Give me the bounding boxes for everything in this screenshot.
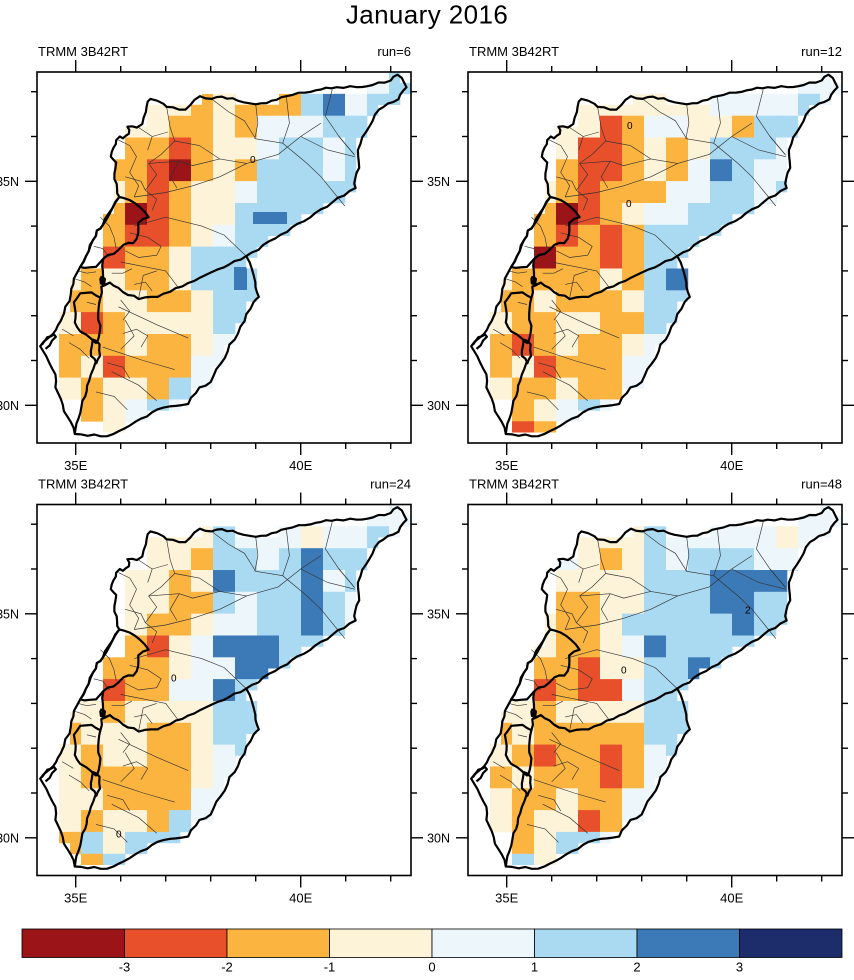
svg-text:40E: 40E (720, 458, 743, 473)
svg-text:30N: 30N (0, 831, 19, 845)
svg-text:0: 0 (116, 830, 122, 841)
svg-text:TRMM 3B42RT: TRMM 3B42RT (38, 477, 128, 492)
svg-text:run=24: run=24 (370, 477, 411, 492)
svg-text:0: 0 (621, 666, 627, 677)
svg-text:40E: 40E (720, 891, 743, 906)
svg-text:run=12: run=12 (801, 44, 842, 59)
svg-text:35E: 35E (64, 891, 87, 906)
svg-text:-2: -2 (221, 960, 233, 975)
svg-text:35N: 35N (427, 175, 450, 189)
svg-text:0: 0 (627, 121, 633, 132)
svg-text:run=48: run=48 (801, 477, 842, 492)
svg-text:35E: 35E (495, 891, 518, 906)
svg-text:run=6: run=6 (377, 44, 411, 59)
svg-text:0: 0 (428, 960, 435, 975)
svg-text:0: 0 (626, 199, 632, 210)
svg-text:35N: 35N (0, 175, 19, 189)
svg-text:-1: -1 (324, 960, 336, 975)
svg-text:TRMM 3B42RT: TRMM 3B42RT (38, 44, 128, 59)
svg-text:TRMM 3B42RT: TRMM 3B42RT (469, 477, 559, 492)
svg-text:1: 1 (531, 960, 538, 975)
svg-text:40E: 40E (289, 891, 312, 906)
svg-text:35N: 35N (427, 607, 450, 621)
svg-text:35E: 35E (495, 458, 518, 473)
svg-text:35N: 35N (0, 607, 19, 621)
svg-text:30N: 30N (427, 399, 450, 413)
svg-text:3: 3 (736, 960, 743, 975)
svg-text:0: 0 (171, 674, 177, 685)
svg-text:30N: 30N (0, 399, 19, 413)
svg-text:-3: -3 (119, 960, 131, 975)
svg-text:0: 0 (250, 155, 256, 166)
svg-text:30N: 30N (427, 831, 450, 845)
svg-text:January 2016: January 2016 (346, 0, 508, 30)
svg-text:2: 2 (633, 960, 640, 975)
svg-text:2: 2 (745, 606, 751, 617)
svg-text:35E: 35E (64, 458, 87, 473)
svg-text:40E: 40E (289, 458, 312, 473)
svg-text:TRMM 3B42RT: TRMM 3B42RT (469, 44, 559, 59)
